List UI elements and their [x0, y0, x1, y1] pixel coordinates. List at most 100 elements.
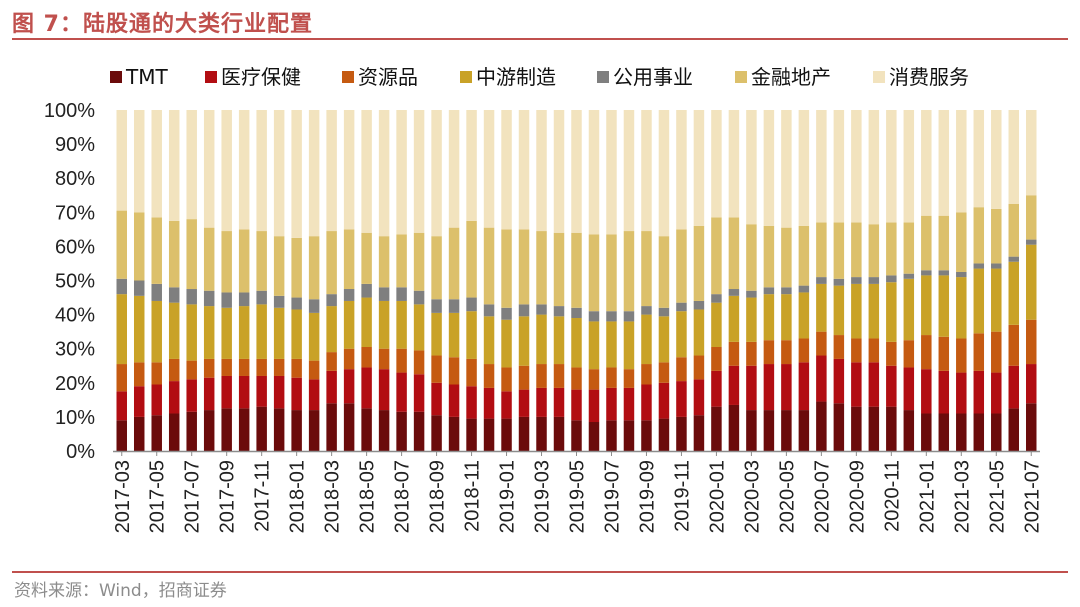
bar-segment — [641, 384, 652, 421]
y-tick-label: 100% — [44, 100, 95, 122]
x-tick-label: 2019-11 — [671, 460, 693, 532]
legend: TMT 医疗保健 资源品 中游制造 公用事业 金融地产 消费服务 — [110, 65, 969, 89]
bar-segment — [413, 411, 425, 451]
bar-segment — [921, 110, 932, 216]
bar-segment — [746, 290, 757, 298]
bar-segment — [168, 302, 180, 359]
bar-segment — [851, 277, 862, 284]
bar-segment — [238, 306, 250, 359]
bar-segment — [431, 415, 442, 451]
bar-segment — [256, 110, 267, 232]
bar-segment — [448, 227, 460, 300]
bar-segment — [413, 304, 425, 351]
bar-segment — [641, 306, 652, 315]
bar-segment — [343, 229, 355, 290]
bar-segment — [711, 370, 722, 407]
x-tick-label: 2019-09 — [636, 460, 658, 533]
bar-segment — [116, 210, 127, 279]
bar-segment — [763, 410, 775, 451]
bar-segment — [116, 110, 127, 211]
x-tick-label: 2020-07 — [811, 460, 833, 533]
bar-segment — [833, 285, 845, 336]
bar-segment — [361, 283, 372, 298]
bar-segment — [168, 220, 180, 288]
bar-segment — [553, 364, 565, 388]
y-tick-label: 40% — [55, 305, 95, 327]
bar-segment — [466, 297, 477, 312]
bar-segment — [308, 236, 320, 300]
x-tick-label: 2020-11 — [881, 460, 903, 532]
bar-segment — [466, 418, 477, 451]
bar-segment — [256, 406, 267, 451]
bar-segment — [903, 273, 915, 279]
bar-segment — [378, 287, 390, 301]
bar-segment — [203, 306, 215, 359]
x-tick-label: 2018-07 — [392, 460, 414, 533]
bar-segment — [606, 420, 617, 451]
bar-segment — [326, 370, 337, 404]
bar-segment — [518, 229, 530, 305]
bar-segment — [746, 365, 757, 411]
bar-segment — [361, 367, 372, 409]
bars — [116, 110, 1037, 452]
bar-segment — [956, 271, 967, 278]
bar-segment — [728, 289, 740, 296]
bar-segment — [641, 314, 652, 365]
bar-segment — [133, 416, 145, 451]
bar-segment — [606, 110, 617, 235]
bar-segment — [886, 110, 897, 223]
bar-segment — [833, 403, 845, 451]
bar-segment — [816, 277, 827, 284]
bar-segment — [623, 321, 635, 370]
bar-segment — [413, 232, 425, 291]
bar-segment — [938, 270, 950, 276]
bar-segment — [396, 300, 407, 349]
bar-segment — [536, 231, 547, 305]
bar-segment — [833, 222, 845, 279]
bar-segment — [518, 389, 530, 417]
bar-segment — [921, 215, 932, 271]
bar-segment — [991, 208, 1002, 264]
bar-segment — [501, 110, 512, 230]
bar-segment — [536, 416, 547, 451]
bar-segment — [851, 110, 862, 223]
bar-segment — [413, 350, 425, 375]
bar-segment — [116, 364, 127, 392]
y-tick-label: 10% — [55, 407, 95, 429]
y-tick-label: 20% — [55, 373, 95, 395]
legend-label: 医疗保健 — [221, 65, 301, 89]
bar-segment — [326, 306, 337, 353]
x-tick-label: 2020-09 — [846, 460, 868, 533]
legend-label: 公用事业 — [613, 65, 693, 89]
x-tick-label: 2018-11 — [462, 460, 484, 532]
bar-segment — [921, 275, 932, 336]
bar-segment — [448, 357, 460, 385]
bar-segment — [1008, 256, 1020, 262]
bar-segment — [1026, 244, 1037, 320]
bar-segment — [116, 278, 127, 295]
footer-rule — [12, 571, 1068, 573]
bar-segment — [956, 338, 967, 373]
bar-segment — [938, 336, 950, 371]
bar-segment — [956, 372, 967, 414]
bar-segment — [483, 316, 495, 365]
x-axis: 2017-03 2017-05 2017-07 2017-09 2017-11 2018-… — [112, 450, 1043, 533]
bar-segment — [956, 212, 967, 272]
bar-segment — [921, 369, 932, 414]
bar-segment — [238, 408, 250, 452]
bar-segment — [116, 391, 127, 421]
y-tick-label: 30% — [55, 339, 95, 361]
bar-segment — [1008, 408, 1020, 452]
bar-segment — [763, 340, 775, 365]
legend-swatch — [110, 71, 122, 83]
bar-segment — [851, 406, 862, 451]
bar-segment — [238, 358, 250, 376]
x-tick-label: 2017-09 — [217, 460, 239, 533]
bar-segment — [518, 316, 530, 366]
bar-segment — [501, 319, 512, 368]
bar-segment — [711, 110, 722, 218]
bar-segment — [466, 220, 477, 298]
bar-segment — [1026, 110, 1037, 196]
bar-segment — [728, 217, 740, 290]
bar-segment — [833, 335, 845, 359]
